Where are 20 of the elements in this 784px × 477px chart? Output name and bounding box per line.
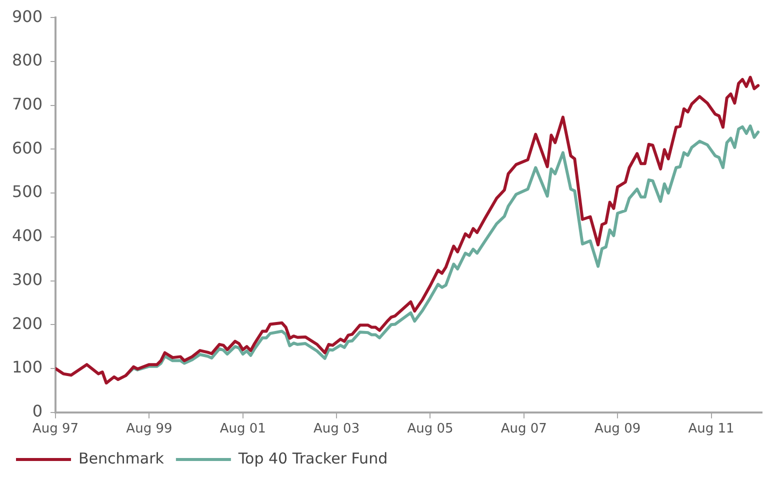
x-tick-label: Aug 09	[594, 422, 641, 437]
x-tick-label: Aug 99	[126, 422, 172, 437]
y-tick-label: 200	[12, 314, 43, 333]
y-tick-label: 400	[12, 226, 43, 246]
x-tick-label: Aug 05	[407, 422, 454, 437]
y-tick-label: 900	[12, 6, 43, 26]
y-tick-label: 500	[12, 182, 43, 202]
x-tick-label: Aug 01	[220, 422, 266, 437]
y-tick-label: 300	[12, 270, 43, 289]
x-tick-label: Aug 11	[688, 422, 734, 437]
legend-label: Benchmark	[78, 449, 164, 468]
y-tick-label: 700	[12, 94, 43, 114]
y-tick-label: 600	[12, 138, 43, 158]
y-tick-label: 0	[32, 402, 43, 421]
x-tick-label: Aug 97	[32, 422, 79, 437]
x-tick-label: Aug 07	[500, 422, 547, 437]
x-tick-label: Aug 03	[314, 422, 360, 437]
legend-label: Top 40 Tracker Fund	[237, 449, 388, 468]
y-tick-label: 800	[12, 50, 43, 70]
y-tick-label: 100	[12, 358, 43, 377]
